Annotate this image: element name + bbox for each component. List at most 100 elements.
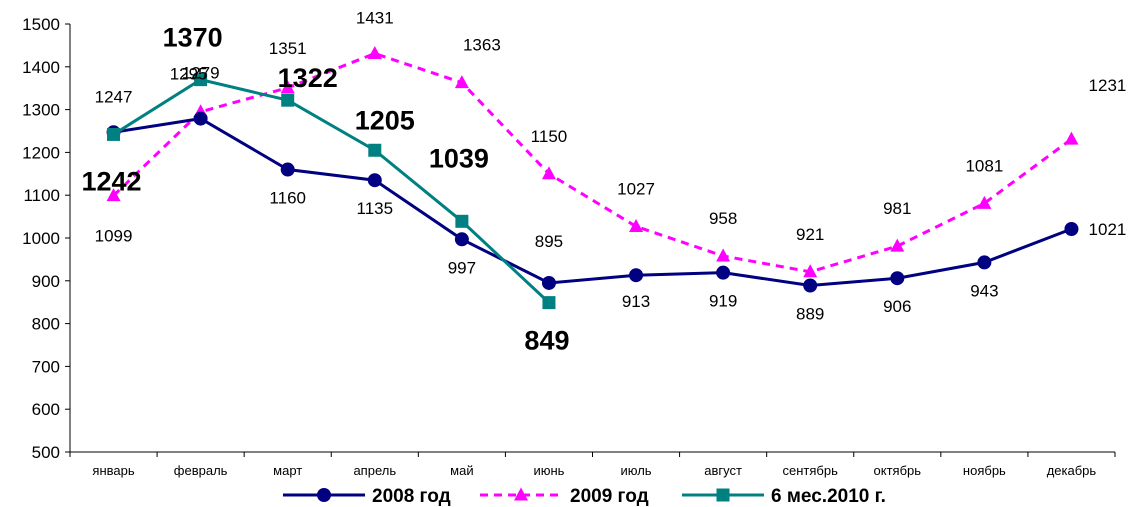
data-point-triangle [106, 188, 121, 202]
x-tick-label: август [704, 463, 742, 478]
data-point-square [542, 296, 556, 310]
data-label: 1431 [356, 9, 394, 28]
series-line [113, 117, 1072, 288]
data-label: 895 [535, 232, 563, 251]
x-tick-label: ноябрь [963, 463, 1006, 478]
x-tick-label: июнь [533, 463, 564, 478]
y-tick-label: 900 [32, 272, 60, 291]
data-point-triangle [803, 264, 818, 278]
data-label: 1279 [182, 64, 220, 83]
data-label: 997 [448, 258, 476, 277]
series-line [112, 51, 1073, 274]
x-tick-label: февраль [174, 463, 228, 478]
data-point-triangle [514, 487, 528, 501]
y-tick-label: 1200 [22, 143, 60, 162]
data-point-square [368, 143, 382, 157]
x-tick-label: январь [92, 463, 134, 478]
x-tick-label: сентябрь [783, 463, 839, 478]
data-label: 1021 [1089, 220, 1127, 239]
x-tick-label: декабрь [1047, 463, 1097, 478]
data-label: 1039 [429, 143, 489, 173]
data-label: 913 [622, 292, 650, 311]
legend-item-1: 2009 год [480, 486, 649, 507]
data-label: 1295 [170, 65, 208, 84]
data-point-circle [629, 268, 644, 283]
data-label: 1205 [355, 105, 415, 135]
data-label: 1135 [357, 199, 394, 218]
data-point-triangle [1064, 131, 1079, 145]
legend: 2008 год 2009 год 6 мес.2010 г. [283, 486, 886, 507]
data-point-triangle [280, 80, 295, 94]
data-point-triangle [716, 248, 731, 262]
data-point-circle [890, 271, 905, 286]
y-tick-label: 1000 [22, 229, 60, 248]
data-label: 1160 [269, 189, 306, 208]
data-label: 1370 [163, 23, 223, 53]
data-label: 1099 [95, 227, 133, 246]
data-label: 889 [796, 305, 824, 324]
data-label: 958 [709, 209, 737, 228]
y-tick-label: 1300 [22, 101, 60, 120]
data-point-circle [803, 278, 818, 293]
series-line [112, 78, 550, 304]
y-tick-label: 700 [32, 357, 60, 376]
data-point-square [455, 214, 469, 228]
data-label: 1231 [1089, 76, 1127, 95]
data-point-circle [193, 111, 208, 126]
data-label: 1242 [82, 166, 142, 196]
data-point-circle [716, 265, 731, 280]
data-label: 981 [883, 199, 911, 218]
y-tick-label: 600 [32, 400, 60, 419]
data-point-square [281, 93, 295, 107]
data-point-triangle [890, 238, 905, 252]
data-point-triangle [541, 166, 556, 180]
data-point-circle [367, 173, 382, 188]
data-label: 1322 [278, 63, 338, 93]
data-point-square [716, 488, 730, 502]
data-label: 921 [796, 225, 824, 244]
data-label: 919 [709, 292, 737, 311]
data-point-circle [454, 232, 469, 247]
data-point-square [107, 127, 121, 141]
axes: 500 600 700 800 900 1000 1100 1200 1300 1400 1500 я… [22, 15, 1116, 478]
data-point-triangle [454, 75, 469, 89]
legend-label: 2008 год [372, 486, 451, 507]
data-point-circle [541, 275, 556, 290]
series-2 [107, 73, 556, 310]
data-label: 1081 [965, 156, 1003, 175]
series-1 [106, 46, 1079, 278]
x-tick-label: март [273, 463, 302, 478]
y-tick-label: 1400 [22, 58, 60, 77]
legend-label: 2009 год [570, 486, 649, 507]
data-labels: 1247 1279 1160 1135 997 895 913 919 889 906 943 102… [82, 9, 1127, 356]
legend-item-0: 2008 год [283, 486, 451, 507]
y-tick-label: 800 [32, 315, 60, 334]
data-label: 1351 [269, 39, 307, 58]
data-label: 1027 [617, 179, 655, 198]
data-point-triangle [629, 218, 644, 232]
data-label: 943 [970, 281, 998, 300]
series-layer [106, 46, 1079, 310]
y-tick-label: 500 [32, 443, 60, 462]
data-point-circle [280, 162, 295, 177]
data-point-triangle [367, 46, 382, 60]
x-tick-label: май [450, 463, 473, 478]
data-point-square [194, 73, 208, 87]
data-label: 1150 [531, 127, 568, 146]
y-tick-label: 1100 [23, 186, 60, 205]
data-label: 1247 [95, 87, 133, 106]
legend-label: 6 мес.2010 г. [771, 486, 886, 507]
x-tick-label: июль [620, 463, 651, 478]
data-point-circle [1064, 222, 1079, 237]
data-label: 1363 [463, 36, 501, 55]
legend-item-2: 6 мес.2010 г. [682, 486, 886, 507]
x-tick-label: апрель [353, 463, 396, 478]
data-point-triangle [977, 195, 992, 209]
data-point-circle [317, 488, 331, 502]
x-tick-label: октябрь [874, 463, 922, 478]
data-label: 906 [883, 297, 911, 316]
y-tick-label: 1500 [22, 15, 60, 34]
series-0 [106, 111, 1079, 293]
data-label: 849 [524, 326, 569, 356]
